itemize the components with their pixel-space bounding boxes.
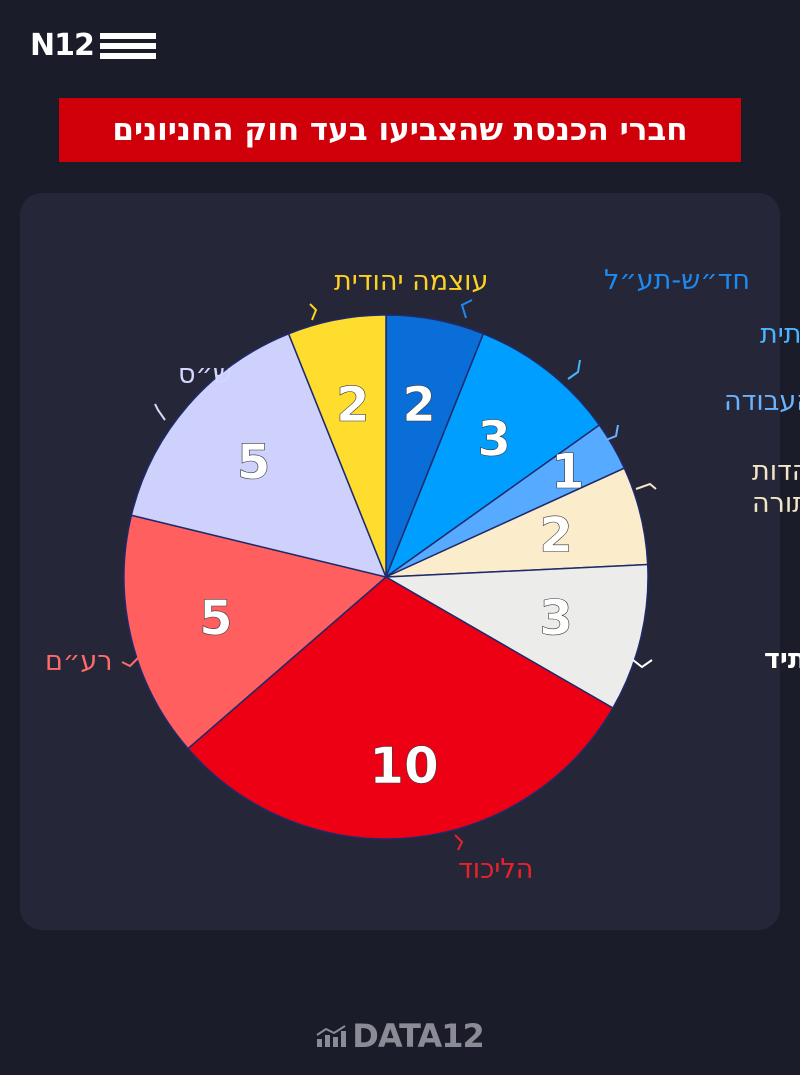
slice-value-label: 3 (539, 590, 572, 646)
label-leader-line (605, 424, 619, 441)
pie-slice (383, 563, 649, 710)
slice-value-label: 5 (199, 590, 232, 646)
chart-growth-icon (316, 1025, 347, 1047)
label-leader-line (632, 659, 653, 669)
slice-value-label: 2 (402, 377, 435, 433)
slice-category-label: חד״ש-תע״ל (604, 265, 750, 296)
logo-text: N12 (30, 28, 95, 63)
label-leader-line (309, 303, 318, 321)
slice-category-label: ש״ס (178, 359, 232, 390)
label-leader-line (567, 359, 581, 380)
pie-slice (287, 314, 387, 578)
logo-bars-icon (99, 32, 156, 59)
slice-category-label: רע״ם (45, 646, 112, 677)
pie-slice (384, 332, 601, 580)
slice-value-label: 3 (477, 411, 510, 467)
slice-category-label: העבודה (724, 386, 800, 417)
label-leader-line (154, 403, 166, 421)
slice-category-label: הציונות הדתית (760, 319, 800, 350)
slice-value-label: 10 (369, 737, 439, 795)
pie-slice (130, 332, 388, 579)
footer-brand: DATA12 (0, 1017, 800, 1055)
slice-category-label: עוצמה יהודית (334, 266, 488, 297)
slice-category-label: הליכוד (458, 854, 533, 885)
chart-title: חברי הכנסת שהצביעו בעד חוק החניונים (112, 112, 688, 148)
slice-category-label: יהדותהתורה (752, 456, 800, 519)
pie-slice (123, 514, 388, 750)
label-leader-line (121, 657, 139, 668)
label-leader-line (635, 482, 657, 490)
pie-slice (186, 576, 614, 840)
label-leader-line (460, 299, 473, 319)
slice-value-label: 2 (539, 508, 572, 564)
footer-text: DATA12 (352, 1017, 484, 1055)
n12-logo: N12 (30, 28, 156, 63)
label-leader-line (454, 834, 464, 851)
slice-value-label: 5 (237, 434, 270, 490)
slice-value-label: 1 (551, 444, 584, 500)
title-banner: חברי הכנסת שהצביעו בעד חוק החניונים (59, 98, 741, 162)
slice-value-label: 2 (336, 377, 369, 433)
slice-category-label: יש עתיד (764, 644, 800, 675)
